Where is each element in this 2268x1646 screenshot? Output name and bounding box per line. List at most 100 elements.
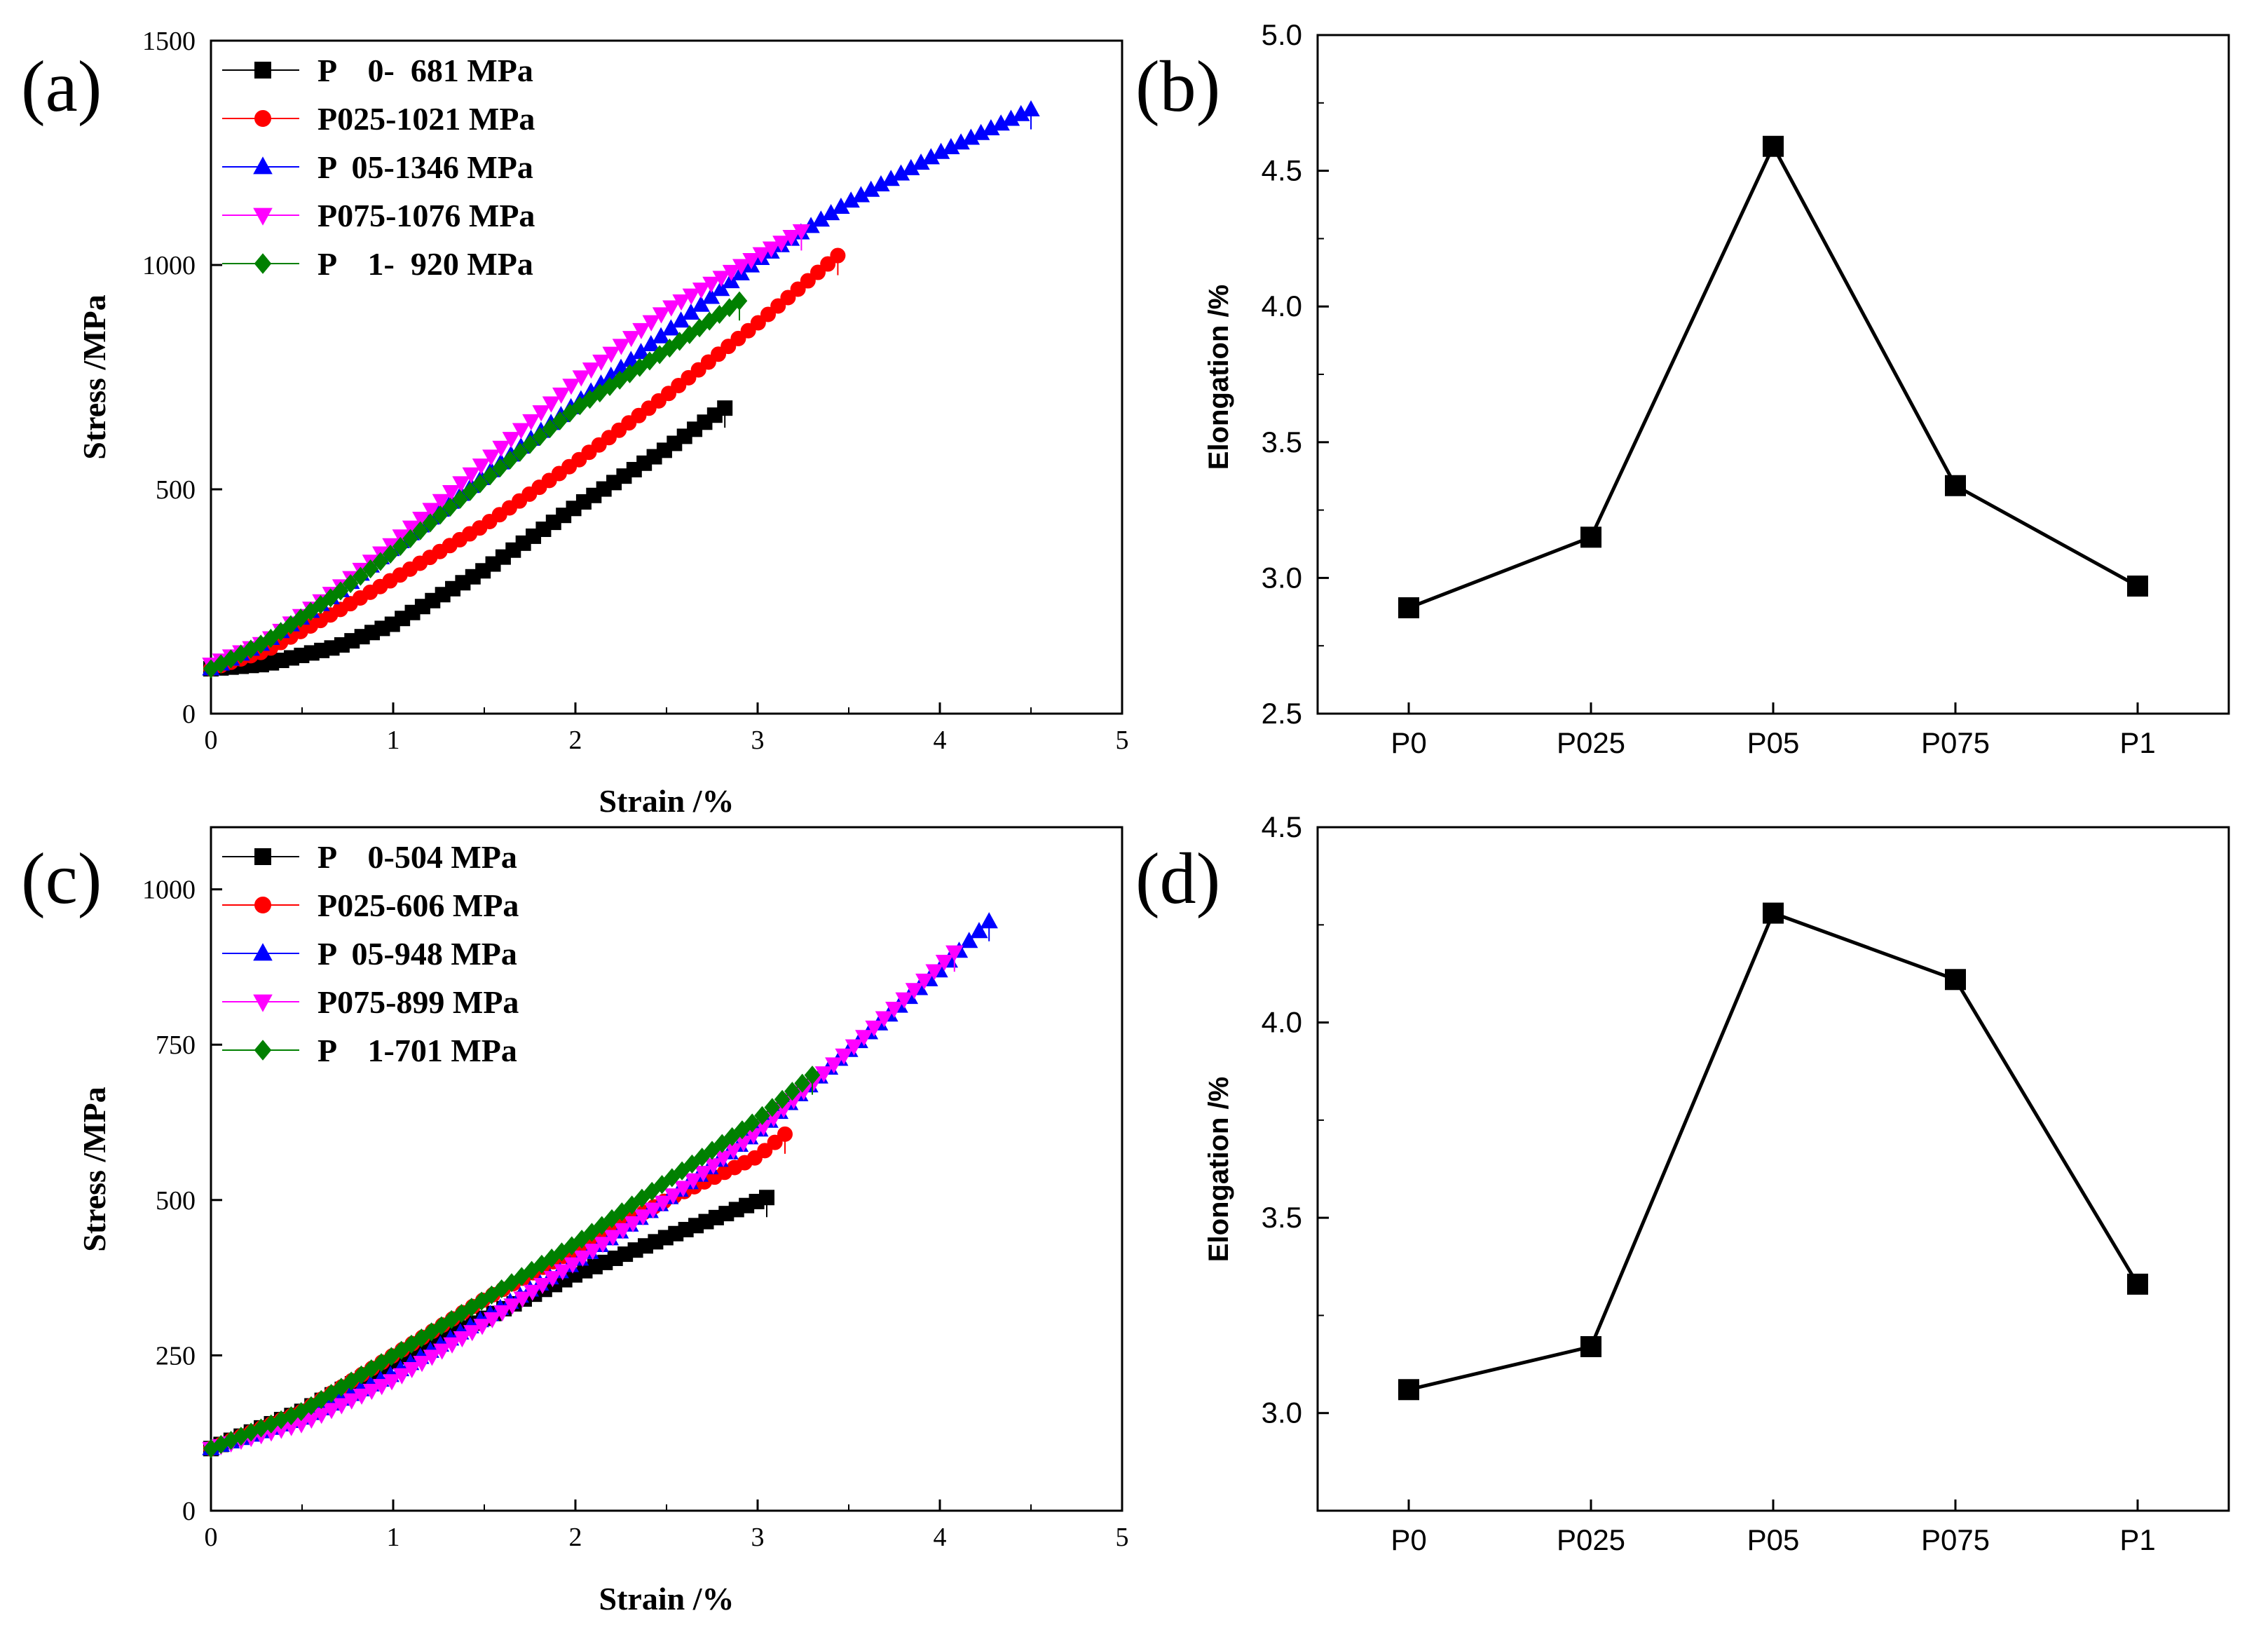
data-point-series-4: [383, 1347, 399, 1366]
data-point-series-4: [664, 1168, 681, 1188]
data-point-series-4: [592, 383, 608, 403]
x-tick-label: 3: [751, 1523, 765, 1552]
data-point-series-4: [554, 1242, 570, 1262]
data-point-series-3: [814, 1066, 833, 1083]
legend-marker-0: [254, 62, 271, 79]
data-point-series-4: [521, 435, 538, 454]
data-point-series-4: [684, 1154, 700, 1174]
data-point-series-4: [601, 376, 618, 396]
data-point-series-2: [631, 343, 650, 360]
x-category-label: P0: [1391, 1523, 1426, 1556]
data-point-series-1: [767, 1134, 783, 1150]
legend-label-1: P025-1021 MPa: [317, 101, 535, 137]
y-tick-label: 3.5: [1262, 426, 1302, 458]
data-point-series-3: [493, 1305, 512, 1322]
legend-a: P 0- 681 MPa P025-1021 MPa P 05-1346 MPa P0…: [222, 53, 535, 282]
data-point-series-3: [654, 1195, 672, 1212]
y-tick-label: 5.0: [1262, 18, 1302, 51]
data-point-series-4: [313, 1389, 329, 1409]
y-tick-label: 1500: [142, 27, 196, 56]
data-point-series-4: [442, 497, 458, 517]
x-tick-label: 1: [387, 1523, 400, 1552]
data-point-series-3: [925, 964, 943, 981]
data-point-series-4: [402, 529, 418, 548]
data-point-series-4: [462, 482, 479, 501]
data-point-series-3: [772, 236, 791, 252]
legend-label-2: P 05-1346 MPa: [317, 149, 533, 185]
series-layer-a: [202, 100, 1040, 679]
data-point-series-4: [662, 339, 678, 358]
y-tick-label: 4.5: [1262, 810, 1302, 843]
data-point-series-4: [631, 358, 648, 377]
y-tick-label: 4.0: [1262, 290, 1302, 322]
data-point-series-3: [543, 1271, 562, 1288]
data-point-series-3: [742, 253, 760, 270]
data-point-series-4: [724, 1127, 740, 1146]
data-point-series-4: [353, 1365, 369, 1385]
data-point-series-3: [343, 1393, 361, 1410]
data-point-series-4: [694, 1148, 711, 1167]
data-point-series-4: [282, 615, 299, 634]
legend-marker-4: [254, 1040, 272, 1061]
elongation-line: [1408, 911, 2140, 1392]
data-point-series-1: [681, 369, 697, 386]
data-point-series-3: [712, 271, 730, 287]
data-point-series-4: [613, 1202, 630, 1222]
data-point-series-4: [433, 1316, 450, 1335]
data-point-series-4: [744, 1113, 760, 1133]
data-point-series-4: [323, 1384, 339, 1403]
y-tick-label: 0: [182, 700, 196, 729]
data-point-series-4: [342, 573, 359, 594]
data-point-series-2: [722, 271, 740, 289]
data-point-series-2: [662, 319, 681, 336]
data-point-series-3: [652, 307, 671, 324]
legend-label-3: P075-1076 MPa: [317, 198, 535, 233]
data-point-series-4: [273, 622, 289, 641]
x-tick-label: 5: [1116, 726, 1129, 755]
data-point-series-4: [713, 1134, 730, 1153]
data-point-series-3: [722, 264, 741, 281]
data-point-series-4: [303, 1396, 320, 1415]
y-tick-label: 750: [156, 1031, 196, 1060]
data-point-series-3: [353, 1388, 371, 1405]
data-point-series-4: [552, 411, 568, 430]
data-point-series-3: [383, 1374, 401, 1391]
data-point-series-3: [524, 1284, 542, 1301]
data-point-series-4: [412, 521, 429, 540]
data-point-series-3: [855, 1030, 873, 1047]
data-point-series-4: [721, 298, 738, 318]
data-point-series-4: [463, 1298, 480, 1317]
data-point-series-3: [915, 973, 934, 990]
x-category-label: P1: [2119, 726, 2155, 759]
data-point-series-3: [554, 1264, 572, 1281]
data-point-series-4: [533, 1254, 550, 1274]
data-point-series-3: [422, 503, 440, 519]
x-category-label: P0: [1391, 726, 1426, 759]
panel-d: P0 P025 P05 P075 P1 3.0 3.5 4.0 4.5 (d) Elongati…: [1135, 810, 2230, 1556]
data-point-series-4: [482, 466, 498, 486]
data-point-series-3: [614, 1223, 632, 1239]
data-point-series-4: [392, 536, 409, 557]
data-point-series-4: [512, 442, 528, 462]
data-point-P025: [1580, 1336, 1601, 1357]
legend-label-4: P 1-701 MPa: [317, 1033, 517, 1068]
data-point-series-3: [392, 1368, 411, 1385]
y-tick-label: 4.5: [1262, 154, 1302, 187]
series-layer-c: [202, 912, 998, 1458]
data-point-series-1: [750, 315, 766, 331]
data-point-series-3: [674, 1181, 692, 1197]
data-point-series-4: [382, 544, 399, 564]
data-point-series-1: [720, 339, 737, 355]
data-point-series-3: [865, 1020, 883, 1037]
data-point-series-4: [353, 566, 369, 586]
data-point-series-4: [643, 1181, 660, 1201]
data-point-series-3: [603, 1230, 622, 1246]
data-point-series-4: [624, 1195, 640, 1215]
data-point-series-1: [770, 298, 786, 314]
data-point-series-4: [492, 458, 508, 477]
data-point-series-3: [453, 1331, 472, 1348]
legend-marker-3: [253, 208, 273, 226]
data-point-series-3: [552, 387, 571, 404]
data-point-series-4: [611, 370, 628, 390]
data-point-P1: [2127, 1273, 2148, 1295]
